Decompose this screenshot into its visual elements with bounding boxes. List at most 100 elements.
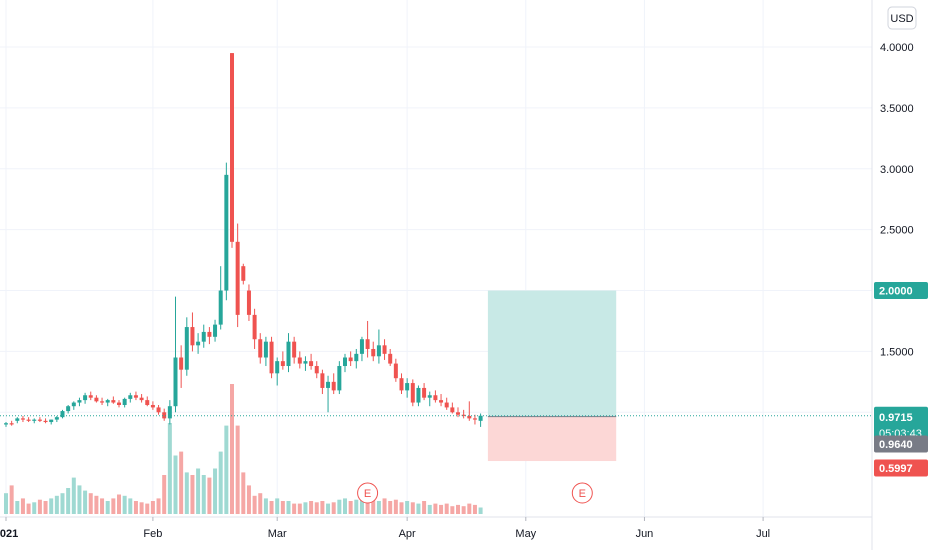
candle-body (105, 400, 110, 403)
volume-bar (4, 493, 8, 514)
entry-price-label-box (874, 435, 928, 453)
volume-bar (100, 498, 105, 514)
candle-body (303, 361, 308, 364)
volume-bar (133, 501, 138, 514)
volume-bar (388, 501, 393, 514)
x-tick-label: May (515, 528, 536, 540)
volume-bar (439, 504, 444, 514)
volume-bar (179, 451, 184, 514)
profit-target-zone[interactable] (487, 290, 617, 417)
position-zones[interactable] (487, 290, 617, 462)
x-tick-label: Feb (143, 528, 162, 540)
candle-body (376, 345, 381, 357)
candle-body (297, 357, 302, 364)
candle-body (167, 406, 172, 419)
candle-body (77, 400, 82, 403)
earnings-marker[interactable] (571, 482, 593, 504)
volume-bar (371, 498, 376, 514)
volume-bar (461, 506, 466, 514)
y-tick-label: 4.0000 (880, 42, 914, 54)
current-price-label: 0.9715 (879, 412, 913, 424)
candle-body (111, 400, 116, 403)
candle-body (145, 400, 150, 405)
candle-body (393, 363, 398, 379)
candle-body (433, 395, 438, 401)
candle-body (292, 341, 297, 358)
currency-badge[interactable]: USD (887, 6, 917, 30)
volume-bar (410, 502, 415, 514)
candlesticks (0, 53, 872, 427)
candle-body (4, 423, 8, 425)
volume-bar (337, 499, 342, 514)
volume-bar (43, 501, 48, 514)
candle-body (83, 395, 88, 401)
volume-bar (128, 498, 133, 514)
volume-bar (26, 503, 31, 514)
volume-bar (162, 475, 167, 514)
volume-bar (150, 501, 155, 514)
candle-body (320, 373, 325, 388)
candle-body (241, 266, 246, 281)
volume-bar (286, 501, 291, 514)
volume-bar (241, 472, 246, 514)
candle-body (456, 412, 460, 415)
volume-bars (4, 384, 483, 514)
volume-bar (32, 502, 37, 514)
volume-bar (444, 503, 449, 514)
candle-body (314, 366, 319, 374)
x-tick-label: Jul (756, 528, 770, 540)
y-tick-label: 1.5000 (880, 346, 914, 358)
volume-bar (326, 503, 331, 514)
y-tick-label: 3.5000 (880, 103, 914, 115)
volume-bar (230, 384, 234, 514)
volume-bar (60, 493, 65, 514)
y-tick-label: 2.5000 (880, 225, 914, 237)
volume-bar (94, 495, 99, 514)
candle-body (269, 341, 274, 374)
volume-bar (117, 494, 121, 514)
candle-body (117, 402, 121, 405)
candle-body (32, 419, 37, 421)
volume-bar (422, 501, 427, 514)
stop-loss-zone[interactable] (487, 416, 617, 462)
volume-bar (173, 455, 178, 514)
candle-body (156, 407, 161, 413)
candle-body (71, 402, 76, 407)
candle-body (54, 417, 59, 420)
candle-body (478, 415, 483, 421)
earnings-marker[interactable] (357, 482, 379, 504)
x-tick-label: Apr (399, 528, 416, 540)
volume-bar (201, 475, 206, 514)
candle-body (467, 415, 472, 419)
candle-body (190, 327, 195, 346)
earnings-marker-label: E (364, 488, 371, 500)
candle-body (196, 341, 201, 346)
chart-grid (0, 0, 872, 517)
candle-body (410, 383, 415, 403)
volume-bar (111, 498, 116, 514)
volume-bar (320, 501, 325, 514)
candle-body (309, 361, 314, 367)
volume-bar (235, 425, 240, 514)
volume-bar (331, 502, 336, 514)
volume-bar (196, 468, 201, 514)
candle-body (348, 357, 353, 362)
candle-body (354, 353, 359, 362)
candle-body (20, 418, 25, 420)
candle-body (26, 419, 31, 421)
candle-body (280, 361, 285, 367)
volume-bar (66, 488, 71, 514)
volume-bar (263, 498, 268, 514)
volume-bar (9, 485, 14, 514)
candle-body (49, 419, 54, 423)
candle-body (230, 53, 234, 242)
candle-body (184, 327, 189, 370)
entry-price-label: 0.9640 (879, 439, 913, 451)
earnings-marker-label: E (579, 488, 586, 500)
candle-body (388, 353, 393, 364)
volume-bar (156, 498, 161, 514)
candle-body (43, 420, 48, 423)
